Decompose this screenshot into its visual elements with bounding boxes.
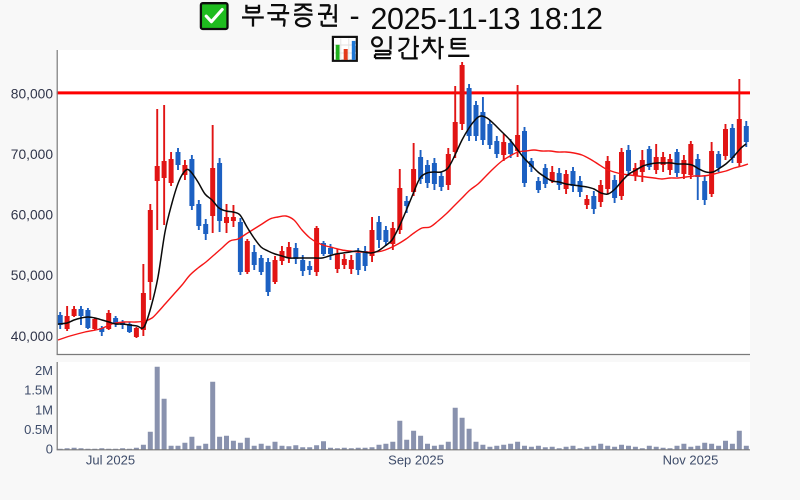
svg-text:Sep 2025: Sep 2025 <box>388 452 444 467</box>
svg-text:Nov 2025: Nov 2025 <box>663 452 719 467</box>
svg-text:70,000: 70,000 <box>11 147 54 162</box>
svg-text:60,000: 60,000 <box>11 208 54 223</box>
svg-text:1M: 1M <box>35 402 53 417</box>
svg-text:0.5M: 0.5M <box>24 422 53 437</box>
svg-text:Jul 2025: Jul 2025 <box>86 452 135 467</box>
svg-text:50,000: 50,000 <box>11 268 54 283</box>
svg-text:1.5M: 1.5M <box>24 383 53 398</box>
svg-text:0: 0 <box>46 442 53 457</box>
svg-text:80,000: 80,000 <box>11 86 54 101</box>
svg-text:2M: 2M <box>35 363 53 378</box>
svg-text:40,000: 40,000 <box>11 329 54 344</box>
svg-text:2025-11-13 18:12: 2025-11-13 18:12 <box>371 2 603 36</box>
svg-text:-: - <box>350 0 360 33</box>
